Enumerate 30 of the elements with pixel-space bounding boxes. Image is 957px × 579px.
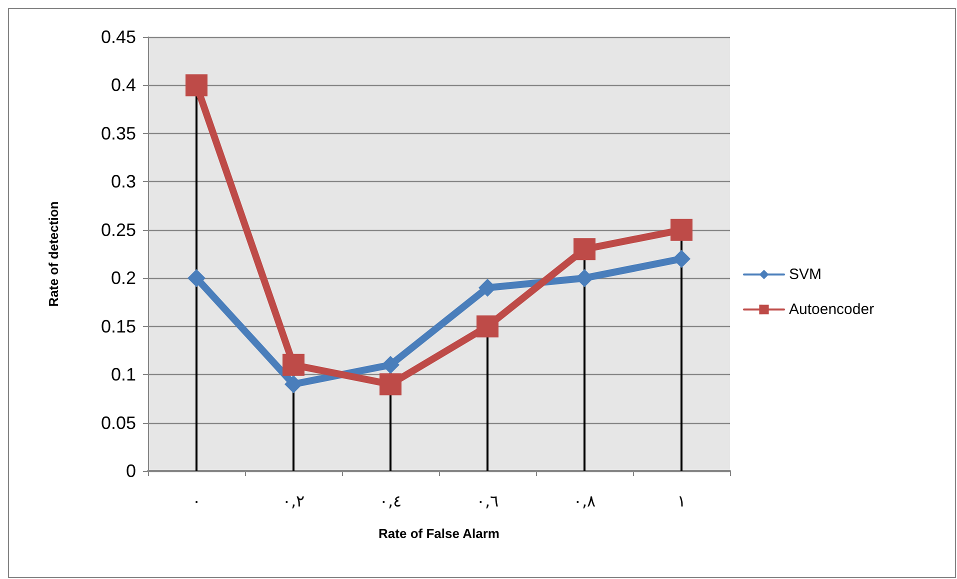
x-tick-label: ٠ (192, 492, 201, 510)
y-tick-label: 0.05 (100, 412, 136, 433)
x-tick-label: ٠,٢ (282, 492, 305, 510)
x-tick-label: ٠,٤ (379, 492, 402, 510)
y-tick-label: 0.2 (110, 268, 136, 288)
x-axis-title: Rate of False Alarm (378, 526, 500, 541)
x-tick-label: ٠,٨ (573, 492, 596, 510)
point (186, 74, 208, 96)
y-tick-label: 0.25 (100, 220, 136, 240)
point (284, 375, 302, 394)
point (380, 373, 402, 396)
point (670, 218, 692, 241)
point (476, 315, 498, 338)
point (382, 356, 400, 374)
x-tick-label: ١ (677, 492, 686, 510)
point (282, 354, 304, 376)
legend-label: SVM (789, 266, 822, 283)
y-tick-label: 0.45 (100, 27, 136, 47)
y-tick-label: 0.15 (100, 316, 136, 336)
point (188, 269, 206, 288)
point (672, 250, 690, 268)
x-tick-label: ٠,٦ (476, 492, 499, 510)
y-tick-label: 0.35 (100, 123, 136, 144)
y-tick-label: 0.3 (110, 172, 136, 192)
y-tick-label: 0.4 (110, 75, 136, 96)
y-tick-label: 0.1 (110, 364, 136, 385)
y-axis-title: Rate of detection (46, 201, 61, 307)
point (574, 238, 596, 260)
legend-label: Autoencoder (789, 301, 874, 318)
y-tick-label: 0 (126, 461, 136, 481)
